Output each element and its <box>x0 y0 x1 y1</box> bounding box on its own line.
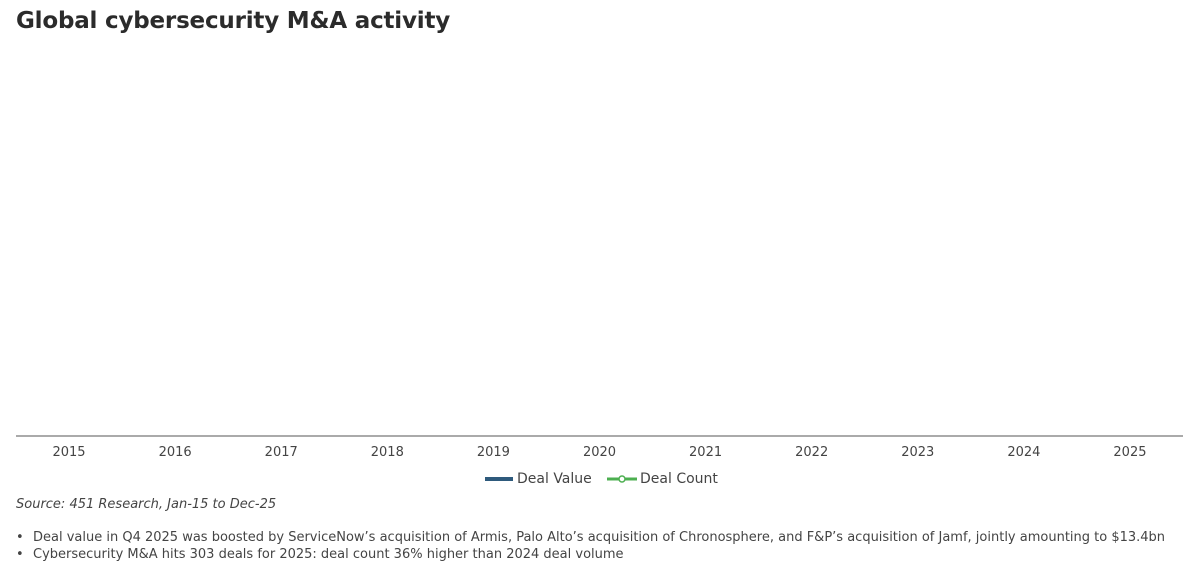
note-item: • Cybersecurity M&A hits 303 deals for 2… <box>16 546 1165 563</box>
note-item: • Deal value in Q4 2025 was boosted by S… <box>16 529 1165 546</box>
chart-area: 2015 2016 2017 2018 2019 2020 2021 2022 2023 2024… <box>16 435 1183 487</box>
legend-item-deal-value[interactable]: Deal Value <box>485 471 592 487</box>
note-text: Cybersecurity M&A hits 303 deals for 202… <box>33 547 624 562</box>
deal-count-legend-label: Deal Count <box>640 471 718 487</box>
deal-count-legend-marker <box>618 475 626 483</box>
x-tick-label: 2022 <box>795 445 828 460</box>
x-tick-label: 2016 <box>159 445 192 460</box>
x-tick-label: 2023 <box>901 445 934 460</box>
deal-value-legend-label: Deal Value <box>517 471 592 487</box>
x-axis-tick-labels: 2015 2016 2017 2018 2019 2020 2021 2022 2023 2024… <box>52 445 1146 460</box>
bullet-icon: • <box>16 530 24 545</box>
x-tick-label: 2018 <box>371 445 404 460</box>
x-tick-label: 2024 <box>1007 445 1040 460</box>
x-tick-label: 2017 <box>265 445 298 460</box>
x-tick-label: 2015 <box>52 445 85 460</box>
bullet-icon: • <box>16 547 24 562</box>
legend: Deal Value Deal Count <box>485 471 718 487</box>
x-tick-label: 2025 <box>1113 445 1146 460</box>
legend-item-deal-count[interactable]: Deal Count <box>607 471 718 487</box>
x-tick-label: 2020 <box>583 445 616 460</box>
note-text: Deal value in Q4 2025 was boosted by Ser… <box>33 530 1166 545</box>
notes-list: • Deal value in Q4 2025 was boosted by S… <box>16 529 1165 563</box>
x-tick-label: 2021 <box>689 445 722 460</box>
x-tick-label: 2019 <box>477 445 510 460</box>
chart-title: Global cybersecurity M&A activity <box>16 8 451 34</box>
source-note: Source: 451 Research, Jan-15 to Dec-25 <box>16 497 277 512</box>
